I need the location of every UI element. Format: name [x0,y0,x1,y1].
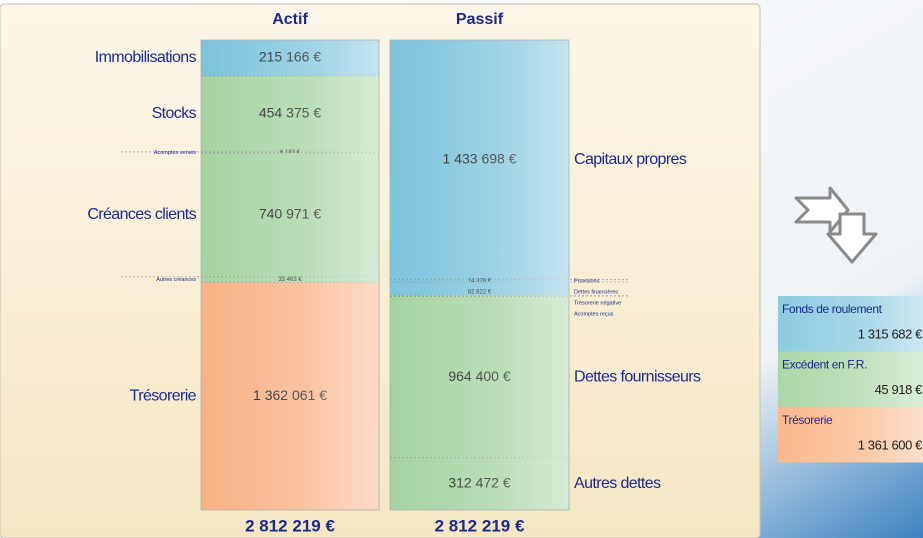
summary-shine [778,351,923,407]
segment-name: Dettes fournisseurs [574,368,701,385]
segment-name: Trésorerie négative [574,300,621,306]
segment-name: Autres créances [156,277,196,283]
segment-name: Dettes financières [574,289,618,295]
arrow-icon [794,186,878,264]
balance-panel [0,3,761,538]
summary-label: Excédent en F.R. [782,358,867,372]
segment-name: Acomptes versés [154,150,196,156]
bar-shine [200,39,380,511]
segment-name: Stocks [152,105,197,122]
segment-name: Créances clients [87,206,196,223]
segment-name: Provisions [574,278,600,284]
segment-name: Immobilisations [95,49,197,66]
segment-name: Capitaux propres [574,151,687,168]
summary-shine [778,296,923,352]
segment-name: Autres dettes [574,475,661,492]
summary-label: Trésorerie [782,413,833,427]
summary-value: 45 918 € [875,382,923,397]
segment-name: Acomptes reçus [574,311,614,317]
segment-name: Trésorerie [130,387,197,404]
summary-shine [778,407,923,463]
column-total: 2 812 219 € [245,516,335,535]
chart: Actif215 166 €Immobilisations454 375 €St… [87,11,923,535]
column-total: 2 812 219 € [435,516,525,535]
summary-value: 1 361 600 € [858,437,923,452]
summary-label: Fonds de roulement [782,302,883,316]
column-title: Passif [456,11,504,28]
bar-shine [389,39,570,511]
summary-value: 1 315 682 € [858,326,923,341]
column-title: Actif [272,11,308,28]
